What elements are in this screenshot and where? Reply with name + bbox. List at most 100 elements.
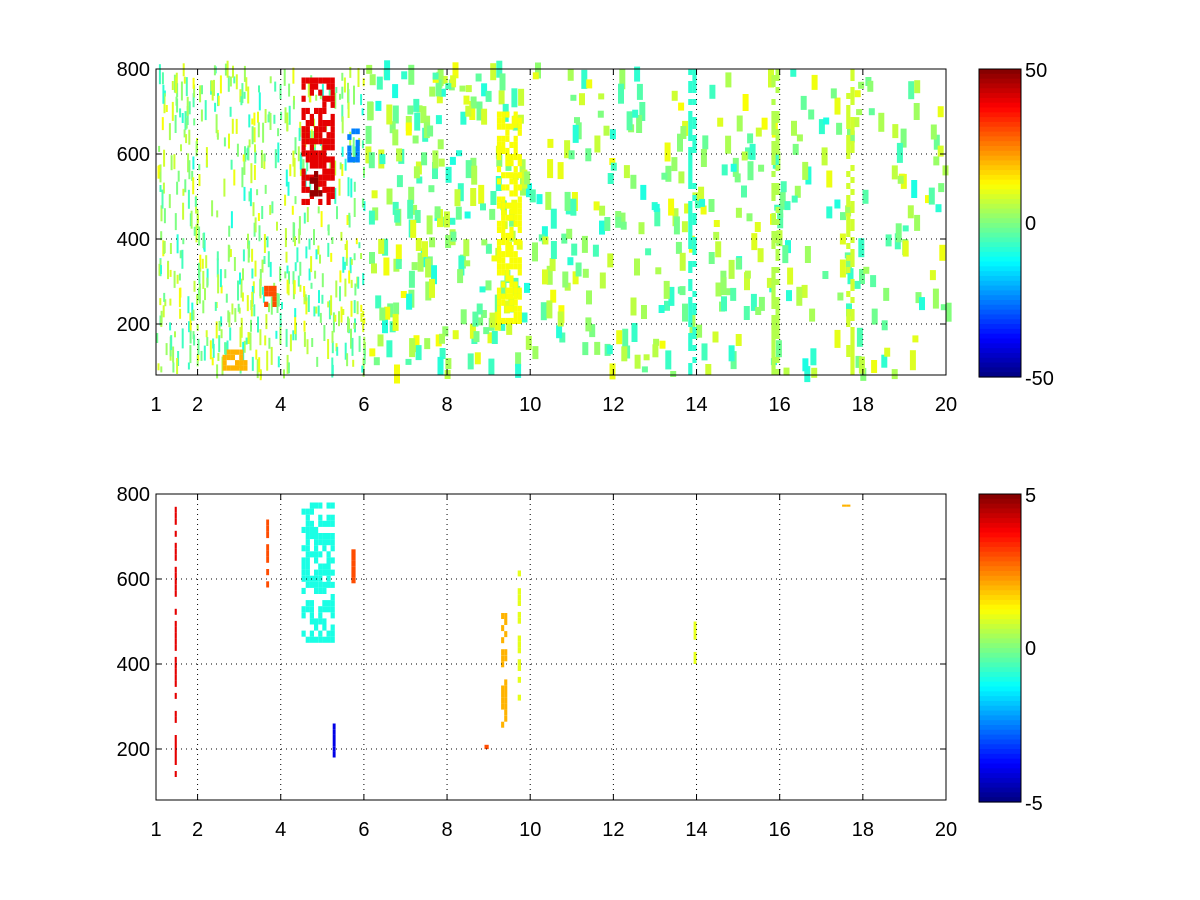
heatmap-cell [264, 301, 269, 307]
heatmap-cell [863, 266, 870, 274]
heatmap-cell [850, 207, 855, 213]
heatmap-cell [688, 237, 693, 243]
heatmap-cell [524, 171, 531, 185]
heatmap-cell [327, 224, 330, 236]
heatmap-cell [730, 163, 737, 172]
colorbar-segment [979, 184, 1021, 190]
heatmap-cell [258, 357, 261, 373]
heatmap-cell [305, 575, 310, 582]
heatmap-cell [215, 321, 218, 339]
colorbar-segment [979, 715, 1021, 721]
heatmap-cell [326, 83, 331, 90]
heatmap-cell [688, 363, 693, 369]
heatmap-cell [597, 110, 604, 118]
heatmap-cell [500, 280, 507, 299]
heatmap-cell [187, 296, 190, 314]
heatmap-cell [197, 338, 200, 355]
heatmap-cell [266, 525, 270, 532]
heatmap-cell [741, 151, 748, 161]
heatmap-cell [330, 557, 335, 564]
heatmap-cell [318, 520, 323, 527]
heatmap-cell [771, 321, 776, 327]
heatmap-cell [318, 587, 323, 594]
colorbar-segment [979, 657, 1021, 664]
heatmap-cell [378, 238, 385, 254]
heatmap-cell [454, 189, 461, 207]
heatmap-cell [914, 214, 921, 231]
heatmap-cell [322, 95, 327, 102]
heatmap-cell [708, 199, 715, 212]
heatmap-cell [239, 349, 244, 355]
heatmap-cell [371, 263, 377, 274]
heatmap-cell [771, 237, 776, 243]
heatmap-cell [845, 255, 852, 275]
heatmap-cell [192, 309, 195, 321]
heatmap-cell [227, 244, 230, 262]
heatmap-cell [771, 327, 776, 333]
colorbar-segment [979, 773, 1021, 779]
heatmap-cell [517, 641, 521, 648]
colorbar-segment [979, 146, 1021, 152]
heatmap-cell [384, 306, 391, 320]
heatmap-cell [599, 272, 606, 289]
heatmap-cell [159, 164, 162, 183]
heatmap-cell [266, 550, 270, 557]
heatmap-cell [771, 303, 776, 309]
heatmap-cell [771, 351, 776, 357]
heatmap-cell [681, 221, 688, 233]
heatmap-cell [243, 365, 248, 371]
heatmap-cell [837, 292, 844, 301]
heatmap-cell [305, 551, 310, 558]
heatmap-cell [476, 303, 483, 315]
heatmap-cell [881, 354, 888, 368]
heatmap-cell [496, 305, 502, 312]
heatmap-cell [174, 771, 177, 777]
heatmap-cell [292, 271, 295, 285]
heatmap-cell [698, 186, 705, 201]
heatmap-cell [327, 339, 330, 359]
heatmap-cell [351, 156, 356, 163]
heatmap-cell [598, 93, 605, 100]
heatmap-cell [369, 348, 376, 357]
colorbar-segment [979, 352, 1021, 359]
heatmap-cell [170, 155, 173, 171]
heatmap-cell [579, 93, 585, 106]
colorbar: 50-5 [978, 485, 1043, 815]
heatmap-cell [342, 309, 345, 315]
colorbar-segment [979, 513, 1021, 519]
heatmap-cell [279, 326, 282, 345]
heatmap-cell [174, 572, 177, 579]
colorbar-segment [979, 633, 1021, 639]
heatmap-cell [834, 199, 841, 209]
heatmap-cell [314, 126, 319, 133]
heatmap-cell [811, 74, 818, 90]
heatmap-cell [309, 83, 314, 90]
heatmap-cell [506, 318, 513, 335]
heatmap-cell [223, 178, 226, 197]
heatmap-cell [355, 156, 360, 163]
heatmap-cell [509, 299, 514, 306]
heatmap-cell [867, 80, 874, 92]
heatmap-cell [775, 87, 780, 93]
heatmap-cell [273, 114, 276, 124]
colorbar-segment [979, 73, 1021, 80]
heatmap-cell [287, 362, 290, 374]
heatmap-cell [688, 87, 693, 93]
heatmap-cell [775, 297, 780, 303]
heatmap-cell [301, 174, 306, 181]
heatmap-cell [517, 263, 522, 270]
heatmap-cell [771, 279, 776, 285]
colorbar-segment [979, 638, 1021, 644]
heatmap-cell [701, 343, 708, 361]
colorbar-segment [979, 672, 1021, 678]
heatmap-cell [501, 281, 506, 288]
heatmap-cell [914, 80, 921, 94]
heatmap-cell [183, 129, 186, 138]
heatmap-cell [721, 296, 727, 312]
heatmap-cell [174, 213, 177, 231]
heatmap-cell [484, 744, 489, 750]
heatmap-cell [840, 212, 846, 221]
heatmap-cell [368, 210, 375, 225]
colorbar-segment [979, 595, 1021, 601]
